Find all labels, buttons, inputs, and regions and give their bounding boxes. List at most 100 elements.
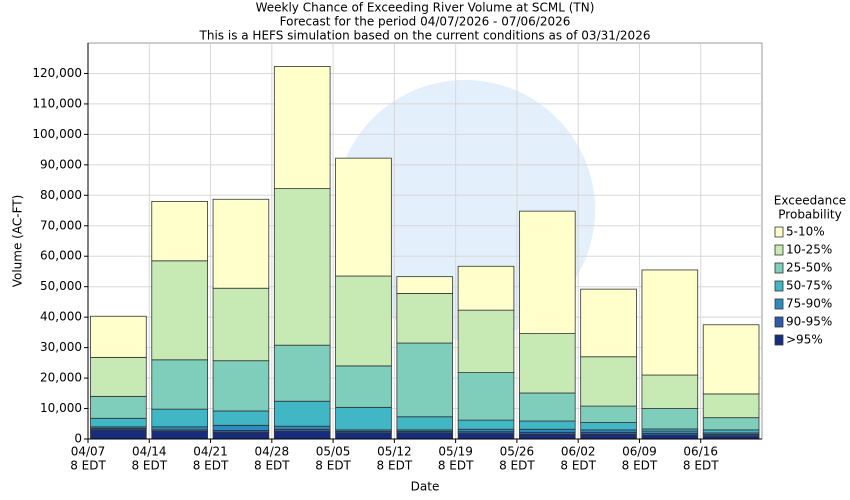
bar-segment	[212, 287, 270, 362]
x-tick-label: 06/09	[622, 445, 657, 459]
bar-segment	[457, 309, 515, 373]
legend-swatch	[774, 316, 784, 328]
bar-segment	[396, 342, 454, 418]
bar-segment	[335, 365, 392, 408]
bar-segment	[273, 430, 331, 440]
x-tick-label: 04/21	[193, 445, 228, 459]
bar-segment	[519, 333, 576, 394]
legend-label: 5-10%	[786, 225, 825, 239]
bar-segment	[90, 417, 147, 428]
legend-swatch	[774, 298, 784, 310]
y-tick-label: 100,000	[32, 127, 82, 141]
x-tick-sublabel: 8 EDT	[499, 459, 535, 473]
bar-segment	[519, 392, 576, 422]
bar-segment	[641, 408, 699, 430]
legend-label: >95%	[786, 333, 823, 347]
bar-segment	[273, 344, 331, 402]
y-axis-label: Volume (AC-FT)	[11, 195, 25, 288]
bar-segment	[457, 433, 515, 440]
x-tick-label: 04/14	[132, 445, 167, 459]
legend-label: 90-95%	[786, 315, 832, 329]
x-tick-sublabel: 8 EDT	[683, 459, 719, 473]
legend-swatch	[774, 244, 784, 256]
bar-segment	[641, 434, 699, 440]
bar-segment	[457, 265, 515, 311]
y-tick-label: 120,000	[32, 66, 82, 80]
bar-segment	[151, 260, 208, 361]
legend-swatch	[774, 280, 784, 292]
bar-segment	[396, 432, 454, 440]
y-tick-label: 80,000	[40, 188, 82, 202]
y-tick-label: 110,000	[32, 96, 82, 110]
bar-segment	[151, 430, 208, 440]
bar-segment	[335, 432, 392, 440]
legend-label: 75-90%	[786, 297, 832, 311]
y-tick-label: 10,000	[40, 401, 82, 415]
y-tick-label: 70,000	[40, 218, 82, 232]
bar-segment	[151, 426, 208, 431]
bar-segment	[90, 315, 147, 358]
y-tick-label: 20,000	[40, 371, 82, 385]
x-tick-sublabel: 8 EDT	[560, 459, 596, 473]
bar-segment	[273, 66, 331, 190]
bar-segment	[335, 157, 392, 277]
x-tick-label: 05/05	[316, 445, 351, 459]
bar-segment	[519, 434, 576, 440]
y-tick-label: 50,000	[40, 279, 82, 293]
legend-title: Probability	[778, 208, 841, 222]
x-tick-sublabel: 8 EDT	[622, 459, 658, 473]
legend-label: 50-75%	[786, 279, 832, 293]
bar-segment	[151, 359, 208, 410]
legend-label: 25-50%	[786, 261, 832, 275]
x-tick-label: 05/19	[438, 445, 473, 459]
bar-segment	[702, 417, 760, 431]
bar-segment	[580, 422, 637, 431]
x-tick-sublabel: 8 EDT	[377, 459, 413, 473]
bar-segment	[90, 356, 147, 397]
bar-segment	[396, 276, 454, 294]
x-tick-sublabel: 8 EDT	[70, 459, 106, 473]
y-tick-label: 90,000	[40, 157, 82, 171]
bar-segment	[90, 395, 147, 419]
x-tick-label: 05/12	[377, 445, 412, 459]
y-tick-label: 0	[74, 432, 82, 446]
y-tick-label: 40,000	[40, 310, 82, 324]
bar-segment	[273, 400, 331, 427]
bar-segment	[212, 431, 270, 440]
bar-segment	[702, 393, 760, 419]
x-tick-sublabel: 8 EDT	[193, 459, 229, 473]
bar-segment	[702, 324, 760, 395]
x-tick-label: 06/02	[561, 445, 596, 459]
bar-segment	[212, 198, 270, 289]
bar-segment	[90, 429, 147, 440]
bar-segment	[519, 420, 576, 430]
chart-subtitle: This is a HEFS simulation based on the c…	[199, 29, 651, 43]
bar-segment	[273, 425, 331, 430]
x-tick-sublabel: 8 EDT	[438, 459, 474, 473]
y-tick-label: 30,000	[40, 340, 82, 354]
bar-segment	[702, 429, 760, 434]
x-tick-sublabel: 8 EDT	[131, 459, 167, 473]
legend-title: Exceedance	[774, 194, 846, 208]
bar-segment	[580, 356, 637, 407]
x-tick-label: 04/07	[71, 445, 106, 459]
x-tick-sublabel: 8 EDT	[315, 459, 351, 473]
x-tick-label: 06/16	[683, 445, 718, 459]
legend-swatch	[774, 334, 784, 346]
bar-segment	[212, 410, 270, 426]
bar-segment	[151, 200, 208, 262]
chart-title: Weekly Chance of Exceeding River Volume …	[256, 1, 595, 15]
x-tick-label: 05/26	[500, 445, 535, 459]
bar-segment	[335, 406, 392, 431]
bar-segment	[212, 360, 270, 412]
legend-label: 10-25%	[786, 243, 832, 257]
bar-segment	[580, 405, 637, 423]
legend-swatch	[774, 262, 784, 274]
bar-segment	[273, 188, 331, 346]
bar-segment	[519, 210, 576, 335]
bar-segment	[457, 419, 515, 430]
x-axis-label: Date	[411, 480, 440, 494]
bar-segment	[457, 372, 515, 421]
bar-segment	[151, 408, 208, 428]
